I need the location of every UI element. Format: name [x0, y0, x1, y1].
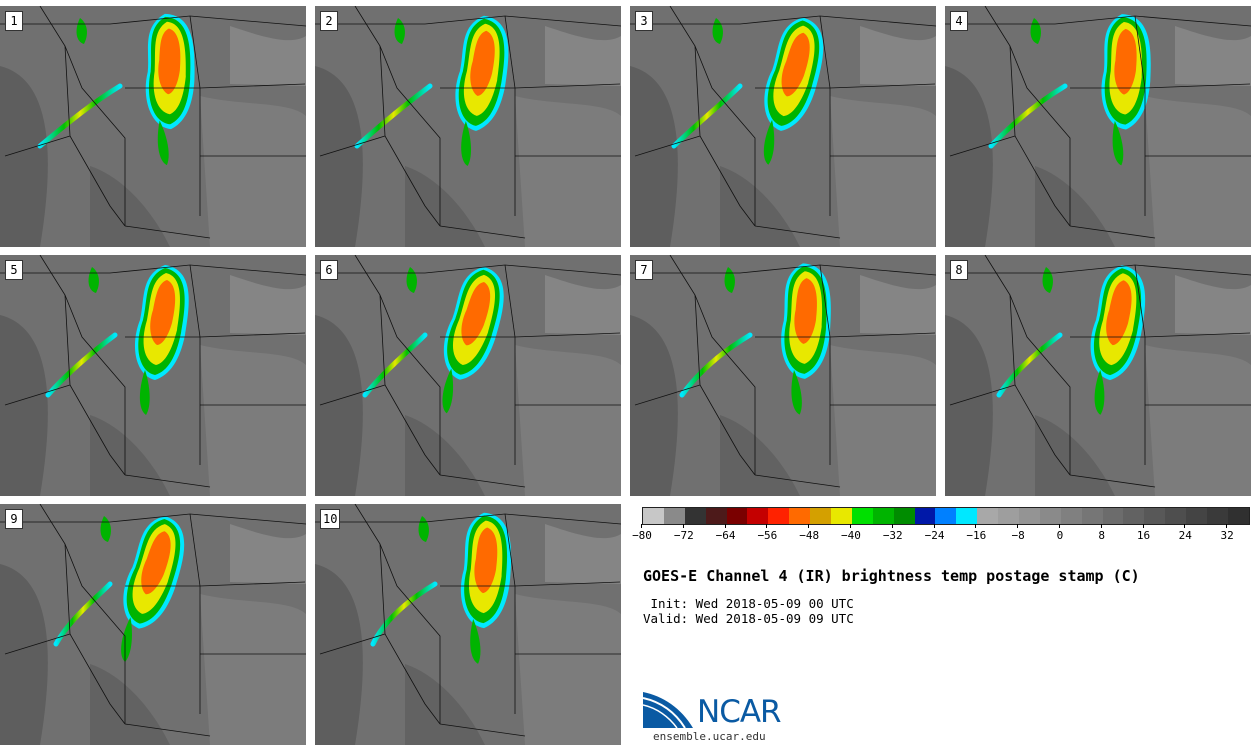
ir-map [315, 504, 621, 745]
ir-map [630, 255, 936, 496]
colorbar-tick-label: −40 [841, 529, 861, 542]
colorbar-tick-label: −32 [882, 529, 903, 542]
colorbar-cell [810, 508, 832, 524]
ensemble-member-panel: 9 [0, 504, 306, 745]
colorbar-cell [1019, 508, 1040, 524]
ensemble-member-panel: 8 [945, 255, 1251, 496]
member-number: 8 [950, 260, 968, 280]
colorbar-cell [1123, 508, 1145, 524]
colorbar-cell [1039, 508, 1061, 524]
colorbar-tick-label: −16 [966, 529, 987, 542]
colorbar-cell [1144, 508, 1166, 524]
colorbar-tick-label: 0 [1056, 529, 1064, 542]
colorbar-cell [831, 508, 852, 524]
colorbar-cell [893, 508, 915, 524]
ir-map [315, 6, 621, 247]
ensemble-member-panel: 5 [0, 255, 306, 496]
member-number: 5 [5, 260, 23, 280]
ensemble-member-panel: 6 [315, 255, 621, 496]
colorbar-cell [789, 508, 811, 524]
member-number: 3 [635, 11, 653, 31]
colorbar-cell [705, 508, 727, 524]
valid-time: Valid: Wed 2018-05-09 09 UTC [643, 611, 854, 626]
colorbar-cell [1060, 508, 1082, 524]
member-number: 2 [320, 11, 338, 31]
colorbar-cell [1102, 508, 1124, 524]
ir-map [315, 255, 621, 496]
ensemble-member-panel: 3 [630, 6, 936, 247]
colorbar-cell [768, 508, 790, 524]
colorbar-cell [726, 508, 748, 524]
member-number: 6 [320, 260, 338, 280]
ncar-logo: NCAR [642, 690, 793, 732]
colorbar-cell [1227, 508, 1249, 524]
ensemble-member-panel: 10 [315, 504, 621, 745]
ncar-swoosh-icon [642, 692, 693, 729]
ncar-wordmark: NCAR [697, 694, 782, 730]
colorbar-cell [977, 508, 999, 524]
colorbar-cell [1165, 508, 1187, 524]
colorbar-tick-label: −80 [632, 529, 652, 542]
colorbar [642, 507, 1250, 525]
ir-map [0, 6, 306, 247]
colorbar-cell [684, 508, 706, 524]
colorbar-cell [851, 508, 873, 524]
colorbar-cell [663, 508, 685, 524]
member-number: 7 [635, 260, 653, 280]
colorbar-tick-label: 32 [1220, 529, 1234, 542]
colorbar-tick-label: 16 [1136, 529, 1151, 542]
colorbar-tick-label: −48 [799, 529, 820, 542]
colorbar-cell [1186, 508, 1208, 524]
member-number: 1 [5, 11, 23, 31]
ensemble-member-panel: 4 [945, 6, 1251, 247]
colorbar-cell [872, 508, 894, 524]
ir-map [945, 255, 1251, 496]
colorbar-cell [1207, 508, 1228, 524]
ir-map [0, 504, 306, 745]
colorbar-tick-label: −56 [757, 529, 778, 542]
colorbar-tick-label: 24 [1178, 529, 1192, 542]
member-number: 9 [5, 509, 23, 529]
colorbar-cell [1081, 508, 1103, 524]
colorbar-tick-label: 8 [1098, 529, 1106, 542]
member-number: 4 [950, 11, 968, 31]
colorbar-cell [935, 508, 957, 524]
colorbar-cell [914, 508, 936, 524]
ir-map [945, 6, 1251, 247]
logo-url[interactable]: ensemble.ucar.edu [653, 730, 766, 743]
ir-map [630, 6, 936, 247]
ensemble-member-panel: 7 [630, 255, 936, 496]
colorbar-cell [643, 508, 664, 524]
ir-map [0, 255, 306, 496]
colorbar-tick-label: −64 [715, 529, 736, 542]
colorbar-tick-label: −72 [673, 529, 694, 542]
colorbar-tick-label: −24 [924, 529, 945, 542]
init-time: Init: Wed 2018-05-09 00 UTC [643, 596, 854, 611]
colorbar-cell [747, 508, 769, 524]
colorbar-tick-label: −8 [1011, 529, 1025, 542]
colorbar-cell [956, 508, 978, 524]
figure-title: GOES-E Channel 4 (IR) brightness temp po… [643, 567, 1140, 585]
colorbar-cell [998, 508, 1020, 524]
colorbar-ticks: −80 −72 −64 −56 −48 −40 −32 −24 −16 −8 0 8 16 24 32 [632, 524, 1250, 546]
ensemble-member-panel: 2 [315, 6, 621, 247]
ensemble-member-panel: 1 [0, 6, 306, 247]
member-number: 10 [320, 509, 341, 529]
